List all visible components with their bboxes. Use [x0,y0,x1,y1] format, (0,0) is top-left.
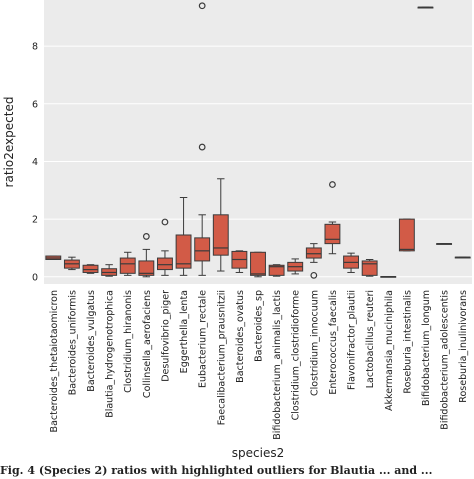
y-tick-label: 8 [32,42,38,53]
box-group [212,178,229,272]
box-iqr [324,223,341,245]
x-tick-label: Bacteroides_uniformis [67,290,78,395]
box-group [324,181,341,255]
box-group [436,243,453,245]
y-tick-label: 2 [32,215,38,226]
box-group [101,264,118,277]
box-iqr [361,260,378,276]
box-group [250,251,266,278]
box-group [231,250,248,273]
y-axis-label: ratio2expected [2,97,16,188]
box-iqr [138,260,155,276]
x-tick-label: Akkermansia_muciniphila [384,290,395,411]
x-tick-label: Bacteroides_sp [254,290,265,362]
box-group [157,218,173,276]
box-group [119,251,136,276]
x-tick-label: Bacteroides_thetaiotaomicron [49,290,60,432]
figure-caption: Fig. 4 (Species 2) ratios with highlight… [0,464,433,477]
box-group [305,243,322,279]
x-tick-label: Blautia_hydrogenotrophica [105,290,116,418]
x-tick-label: Faecalibacterium_prausnitzii [216,290,227,425]
x-tick-label: Bifidobacterium_adolescentis [440,290,451,430]
box-iqr [119,257,136,274]
x-tick-label: Bacteroides_vulgatus [86,290,97,392]
box-group [398,218,415,252]
x-tick-label: Eggerthella_lenta [179,290,190,373]
box-group [63,256,80,271]
y-tick-label: 4 [32,157,38,168]
gridlines [44,45,472,278]
box-iqr [268,264,285,276]
box-iqr [194,237,211,262]
x-tick-label: Bifidobacterium_animalis_lactis [272,290,283,440]
box-group [361,258,378,277]
x-tick-label: Flavonifractor_plautii [347,290,358,390]
box-iqr [212,214,229,256]
box-group [454,256,471,259]
box-group [194,2,211,276]
x-tick-label: Clostridium_hiranonis [123,290,134,393]
x-tick-label: Clostridium_innocuum [309,290,320,396]
box-group [45,255,62,260]
box-group [343,252,359,273]
x-axis-ticks: Bacteroides_thetaiotaomicron Bacteroides_… [49,290,469,440]
x-tick-label: Collinsella_aerofaciens [142,290,153,398]
box-iqr [157,257,173,271]
outlier-point [329,181,336,188]
boxes-layer [45,2,471,279]
y-axis-ticks: 0 2 4 6 8 [32,42,38,284]
x-tick-label: Bacteroides_ovatus [235,290,246,383]
x-tick-label: Roseburia_intestinalis [402,290,413,394]
box-iqr [82,264,99,273]
x-tick-label: Enterococcus_faecalis [328,290,339,395]
box-group [175,197,192,276]
outlier-point [198,143,206,151]
outlier-point [142,233,150,240]
box-group [380,276,397,278]
x-tick-label: Clostridium_clostridioforme [291,290,302,421]
box-iqr [175,234,192,269]
outlier-point [161,218,169,226]
outlier-point [310,271,318,279]
box-iqr [305,247,322,259]
box-group [82,264,99,274]
x-tick-label: Eubacterium_rectale [198,290,209,388]
box-iqr [398,218,415,252]
box-group [138,233,155,278]
x-tick-label: Lactobacillus_reuteri [365,290,376,388]
box-iqr [250,251,266,276]
x-tick-label: Roseburia_inulinivorans [458,290,469,403]
x-tick-label: Desulfovibrio_piger [160,290,171,382]
box-group [268,264,285,277]
outlier-point [198,2,206,10]
box-group [417,6,434,9]
box-group [287,258,304,275]
y-tick-label: 6 [32,99,38,110]
y-tick-label: 0 [32,272,38,283]
x-tick-label: Bifidobacterium_longum [421,290,432,406]
x-axis-label: species2 [232,446,284,460]
